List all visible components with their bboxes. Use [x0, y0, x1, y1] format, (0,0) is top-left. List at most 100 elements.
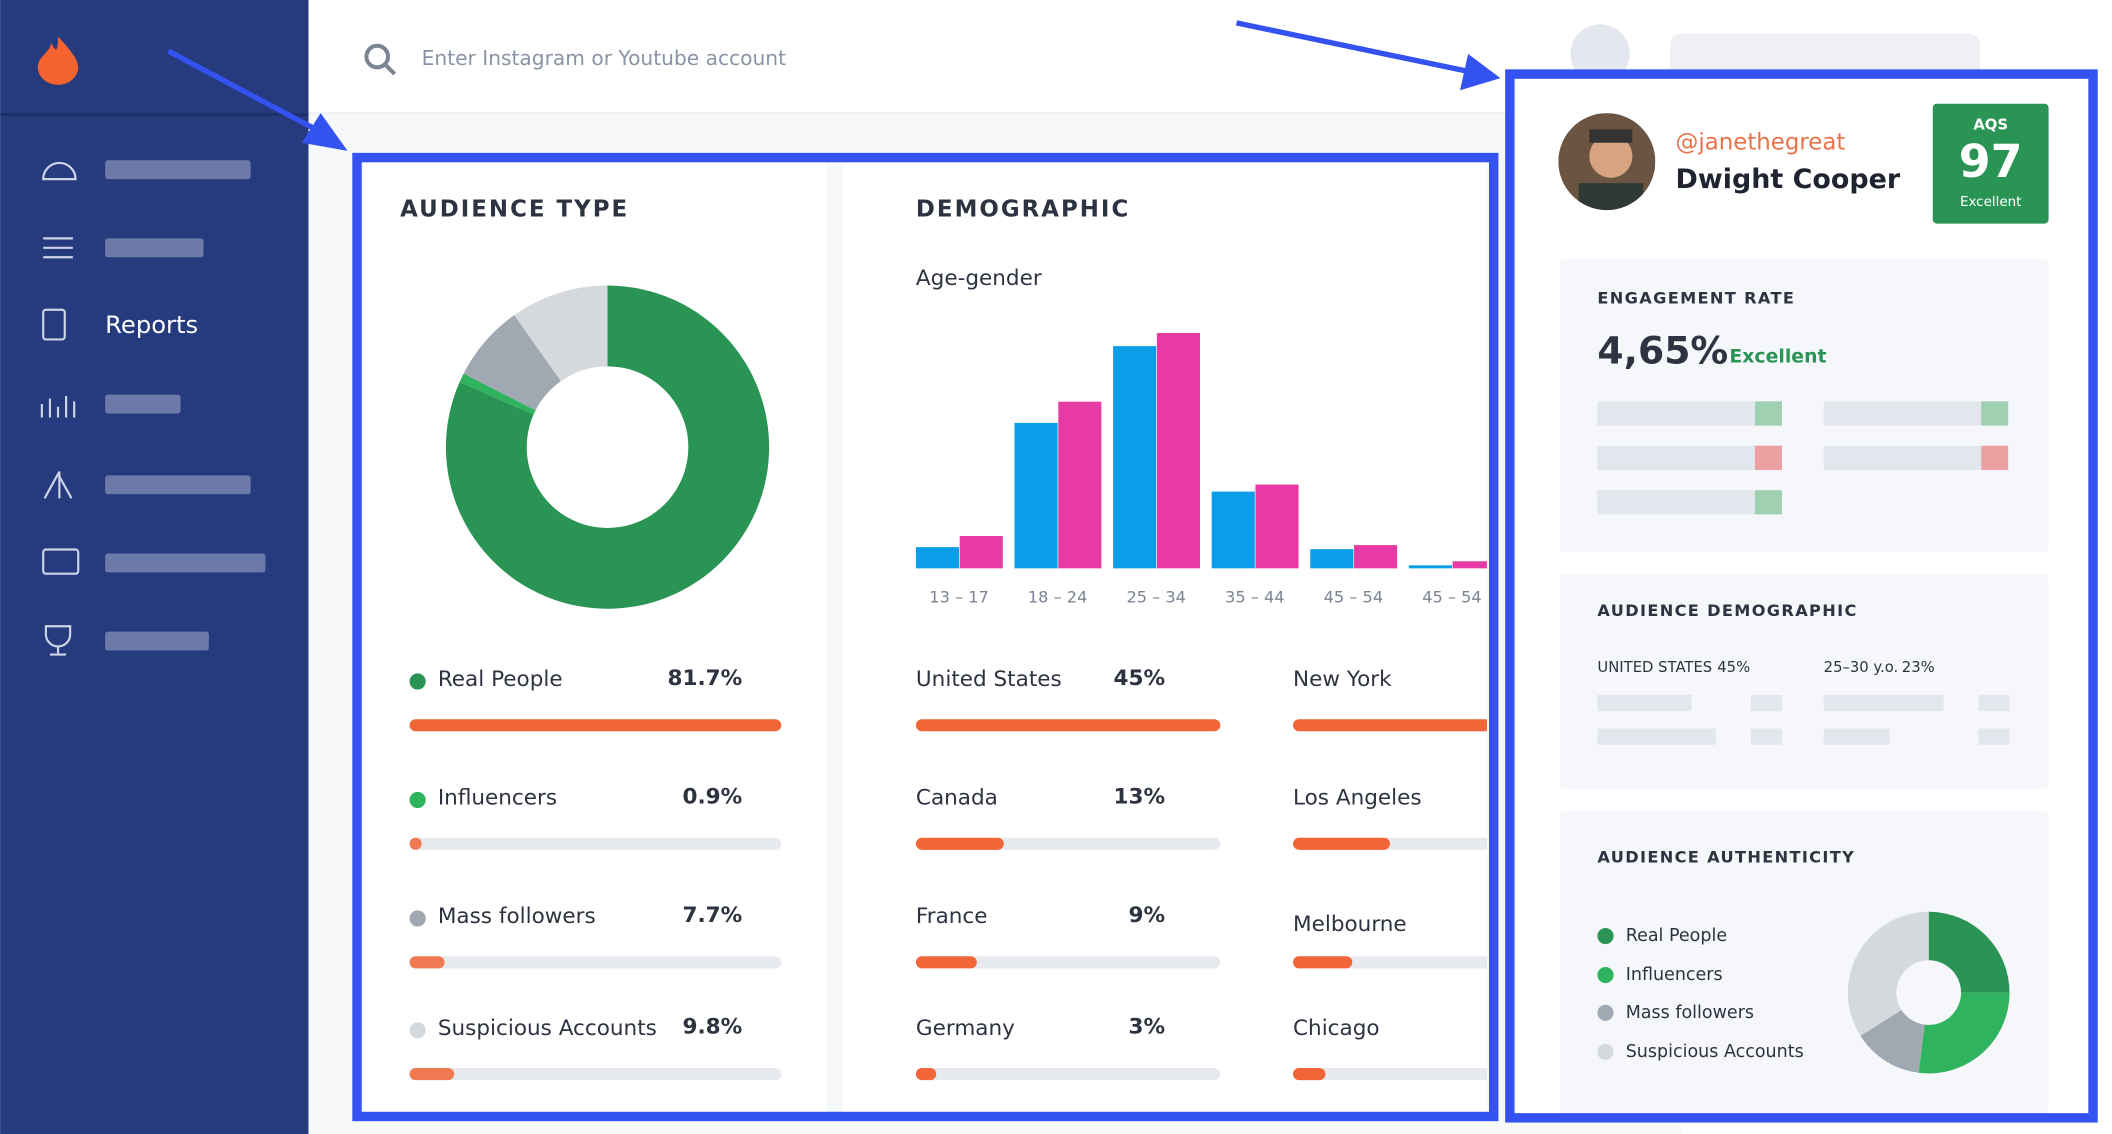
aqs-badge: [1932, 103, 2049, 224]
logo[interactable]: [37, 36, 79, 85]
country-label: Germany: [916, 1016, 1015, 1041]
highlight-frame: [1505, 69, 2098, 1123]
progress-bar: [915, 837, 1004, 850]
value-label: 9.8%: [682, 1015, 742, 1040]
demographic-content: 13 – 17 18 – 24 25 – 34 35 – 44 45 – 54 45 – …: [915, 332, 1487, 1081]
progress-bar: [409, 719, 782, 732]
legend-dot: [1597, 927, 1614, 945]
progress-fill: [1293, 719, 1487, 732]
value-label: 7.7%: [682, 903, 742, 928]
progress-bar: [409, 1068, 455, 1081]
progress-track: [915, 956, 1221, 969]
x-tick-label: 25 – 34: [1126, 587, 1185, 606]
section-title: AUDIENCE DEMOGRAPHIC: [1597, 601, 1857, 620]
legend-label: Mass followers: [1626, 1003, 1754, 1023]
bar: [1014, 422, 1058, 569]
aqs-label: AQS: [1973, 116, 2008, 133]
legend-label: Suspicious Accounts: [1626, 1042, 1804, 1062]
legend-label: Mass followers: [438, 904, 596, 929]
demographic-age: 25–30 y.o.: [1824, 659, 1899, 676]
aqs-score: 97: [1959, 134, 2023, 188]
bar: [1310, 549, 1354, 569]
country-value: 13%: [1114, 784, 1166, 809]
progress-bar: [915, 719, 1221, 732]
x-tick-label: 13 – 17: [929, 587, 988, 606]
value-label: 81.7%: [667, 666, 742, 691]
progress-bar: [915, 1068, 937, 1081]
country-label: United States: [916, 667, 1062, 692]
x-tick-label: 45 – 54: [1422, 587, 1481, 606]
x-tick-label: 45 – 54: [1324, 587, 1383, 606]
section-title: ENGAGEMENT RATE: [1597, 288, 1795, 307]
legend-label: Suspicious Accounts: [438, 1016, 657, 1041]
progress-track: [1293, 1068, 1487, 1081]
donut-slice: [459, 373, 536, 415]
progress-fill: [1293, 837, 1391, 850]
legend-label: Real People: [1626, 926, 1727, 946]
progress-track: [915, 1068, 1221, 1081]
legend-dot: [409, 673, 426, 690]
bar: [1408, 565, 1452, 569]
menu-item[interactable]: Reports: [105, 310, 198, 339]
bar: [915, 547, 960, 569]
donut-slice: [1918, 992, 2010, 1074]
x-tick-label: 35 – 44: [1225, 587, 1284, 606]
demographic-card: [843, 161, 1487, 1113]
country-label: France: [916, 904, 988, 929]
legend-dot: [409, 1022, 426, 1039]
city-label: New York: [1293, 667, 1392, 692]
donut-slice: [514, 285, 608, 382]
progress-fill: [1293, 1068, 1326, 1081]
donut-slice: [1847, 911, 1929, 1036]
section-title: AUDIENCE AUTHENTICITY: [1597, 847, 1855, 866]
progress-bar: [915, 956, 977, 969]
aqs-rating: Excellent: [1960, 195, 2021, 210]
legend-dot: [409, 791, 426, 809]
country-label: Canada: [916, 786, 998, 811]
avatar: [1558, 113, 1656, 211]
card-title: DEMOGRAPHIC: [916, 197, 1130, 223]
donut-slice: [1928, 911, 2010, 993]
city-label: Los Angeles: [1293, 786, 1422, 811]
card-title: AUDIENCE TYPE: [400, 197, 629, 223]
bar: [959, 536, 1003, 569]
menu-placeholders[interactable]: [105, 160, 266, 651]
highlight-frame: [352, 152, 1499, 1122]
demographic-age-share: 23%: [1902, 659, 1935, 676]
progress-track: [409, 1068, 782, 1081]
legend-dot: [1597, 1043, 1614, 1060]
country-value: 3%: [1129, 1015, 1166, 1040]
country-value: 9%: [1129, 903, 1166, 928]
legend-dot: [1597, 1004, 1614, 1021]
engagement-rating: Excellent: [1729, 346, 1826, 367]
progress-track: [409, 837, 782, 850]
profile-handle: @janethegreat: [1676, 129, 1846, 155]
engagement-placeholders: [1597, 401, 2009, 515]
engagement-value: 4,65%: [1597, 328, 1728, 372]
city-label: Melbourne: [1293, 912, 1407, 937]
legend-dot: [409, 910, 426, 927]
bar: [1058, 401, 1102, 569]
demographic-placeholders: [1597, 694, 2010, 745]
bar: [1113, 346, 1157, 569]
city-label: Chicago: [1293, 1016, 1380, 1041]
search-input[interactable]: Enter Instagram or Youtube account: [422, 46, 786, 70]
progress-bar: [409, 956, 445, 969]
x-tick-label: 18 – 24: [1028, 587, 1087, 606]
progress-bar: [409, 837, 422, 850]
demographic-country: UNITED STATES: [1597, 659, 1712, 676]
bar: [1211, 491, 1255, 569]
progress-track: [409, 956, 782, 969]
legend-dot: [1597, 966, 1614, 984]
bar: [1156, 332, 1200, 569]
profile-name: Dwight Cooper: [1676, 164, 1901, 195]
country-value: 45%: [1114, 666, 1166, 691]
demographic-country-share: 45%: [1717, 659, 1750, 676]
donut-slice: [1860, 1009, 1925, 1073]
chart-subtitle: Age-gender: [916, 266, 1042, 291]
bar: [1354, 545, 1398, 569]
legend-label: Real People: [438, 667, 563, 692]
legend-label: Influencers: [1626, 965, 1723, 985]
